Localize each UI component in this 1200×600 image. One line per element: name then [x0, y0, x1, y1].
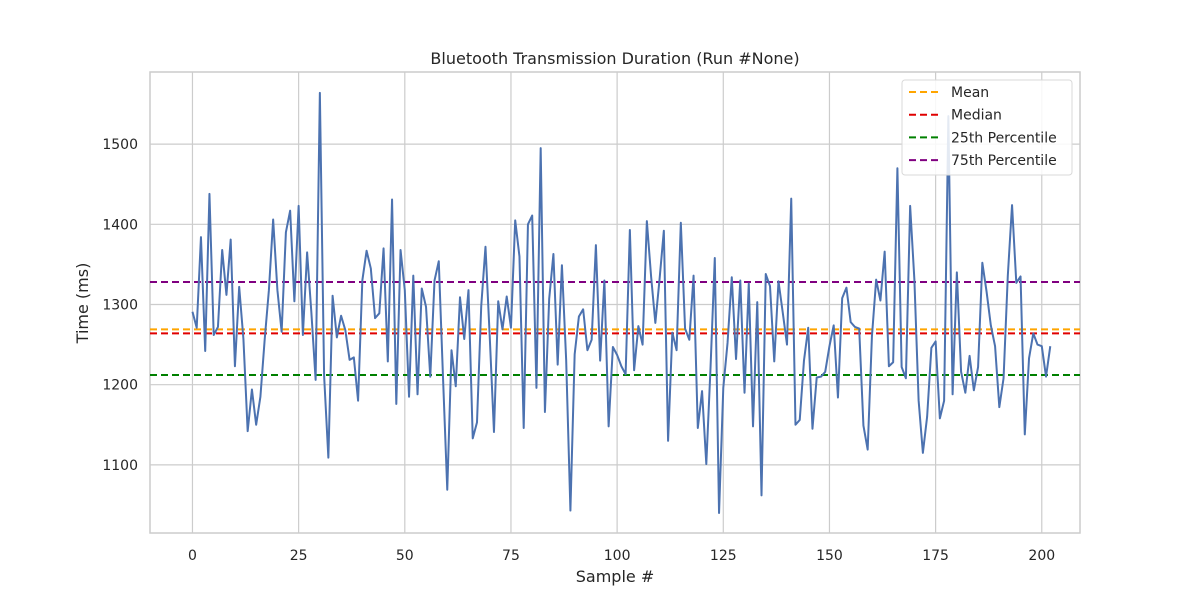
x-tick-label: 125	[710, 548, 737, 564]
legend-box	[901, 79, 1073, 176]
y-tick-label: 1300	[102, 298, 138, 314]
x-axis-label: Sample #	[576, 567, 654, 586]
x-tick-label: 75	[502, 548, 520, 564]
series-line	[191, 91, 1052, 514]
legend: Mean Median 25th Percentile 75th Percentile	[901, 79, 1073, 176]
tick-labels: 0 25 50 75 100 125 150 175 200 1100 1200 1300 1400 15…	[102, 137, 1055, 564]
x-tick-label: 0	[188, 548, 197, 564]
legend-label: 75th Percentile	[951, 153, 1057, 169]
x-tick-label: 25	[290, 548, 308, 564]
x-tick-label: 50	[396, 548, 414, 564]
legend-label: 25th Percentile	[951, 130, 1057, 146]
x-tick-label: 100	[604, 548, 631, 564]
legend-label: Median	[951, 108, 1002, 124]
legend-label: Mean	[951, 85, 989, 101]
chart-title: Bluetooth Transmission Duration (Run #No…	[430, 49, 799, 68]
x-tick-label: 200	[1028, 548, 1055, 564]
y-tick-label: 1500	[102, 137, 138, 153]
y-tick-label: 1200	[102, 378, 138, 394]
x-tick-label: 150	[816, 548, 843, 564]
series-layer	[191, 91, 1052, 514]
y-axis-label: Time (ms)	[73, 263, 92, 345]
y-tick-label: 1400	[102, 217, 138, 233]
y-tick-label: 1100	[102, 458, 138, 474]
x-tick-label: 175	[922, 548, 949, 564]
